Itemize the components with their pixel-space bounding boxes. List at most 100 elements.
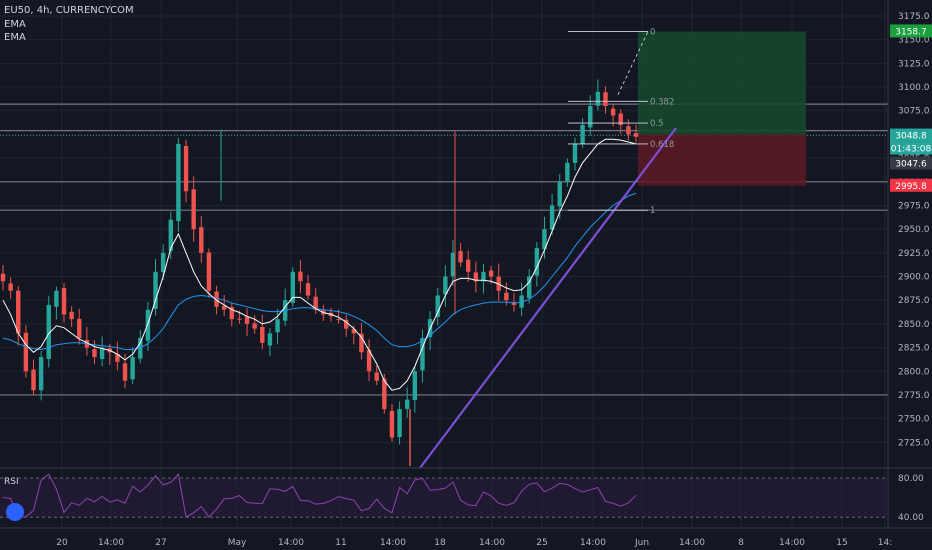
candle-body [359, 333, 364, 353]
time-axis: 20 14:00 27 May 14:00 11 14:00 18 14:00 25 14:00 Ju… [0, 527, 932, 548]
price-tags: 3158.7 3048.8 01:43:08 3047.6 2995.8 [890, 24, 932, 192]
candle-body [534, 248, 540, 276]
candle-body [206, 252, 212, 291]
stop-price-tag: 2995.8 [895, 182, 927, 192]
candle-body [572, 143, 578, 163]
price-tick-label: 2750.0 [898, 415, 930, 425]
price-tick-label: 2875.0 [898, 296, 930, 306]
ema-lines [2, 138, 637, 391]
time-tick-label: 18 [434, 538, 446, 548]
candle-body [31, 369, 36, 391]
target-price-tag-bg [890, 24, 932, 38]
candle-body [191, 189, 196, 230]
profit-zone [638, 31, 806, 135]
rsi-panel: 80.00 40.00 RSI [0, 467, 932, 523]
countdown-tag: 01:43:08 [891, 145, 932, 155]
time-tick-label: 14:00 [278, 538, 304, 548]
candle-body [122, 363, 128, 381]
time-tick-label: 14:00 [779, 538, 805, 548]
candle-body [46, 304, 51, 359]
candle-body [267, 333, 273, 346]
candle-body [565, 162, 570, 182]
time-tick-label: 14:00 [479, 538, 505, 548]
candle-body [16, 290, 21, 334]
rsi-tick-label: 40.00 [898, 513, 924, 523]
candle-body [23, 332, 29, 372]
candle-body [99, 347, 105, 360]
fib-level-label: 1 [650, 206, 655, 216]
candle-body [160, 252, 166, 273]
time-tick-label: 11 [335, 538, 346, 548]
tradingview-logo-icon[interactable] [6, 503, 24, 521]
ema-legend-1[interactable]: EMA [4, 19, 26, 30]
countdown-tag-bg [890, 141, 932, 155]
candle-body [168, 219, 173, 251]
candle-body [343, 319, 349, 329]
symbol-title: EU50, 4h, CURRENCYCOM [4, 5, 134, 16]
candle-body [481, 271, 486, 282]
time-tick-label: 14:00 [380, 538, 406, 548]
fib-level-label: 0.618 [650, 140, 674, 150]
candle-body [366, 349, 372, 372]
prev-price-tag-bg [890, 156, 932, 170]
candle-body [115, 353, 120, 362]
rsi-band [0, 478, 888, 518]
candle-body [603, 92, 608, 106]
time-tick-label: 27 [155, 538, 166, 548]
candle-body [626, 126, 631, 135]
candle-body [199, 227, 204, 253]
prev-price-tag: 3047.6 [895, 160, 927, 170]
candle-body [450, 252, 456, 277]
candle-body [580, 124, 585, 144]
candle-body [237, 318, 242, 320]
price-tick-label: 3150.0 [898, 36, 930, 46]
time-tick-label: May [228, 538, 247, 548]
candle-body [130, 357, 135, 380]
price-tick-label: 2850.0 [898, 320, 930, 330]
price-tick-label: 2975.0 [898, 201, 930, 211]
candle-body [542, 229, 547, 250]
candle-body [61, 288, 67, 315]
candle-body [8, 283, 13, 291]
candle-body [275, 319, 280, 333]
candle-body [473, 272, 479, 282]
candle-body [290, 271, 296, 303]
price-tick-label: 2950.0 [898, 225, 930, 235]
price-tick-label: 3175.0 [898, 12, 930, 22]
ema-legend-2[interactable]: EMA [4, 32, 26, 43]
candle-body [504, 292, 509, 301]
candle-body [595, 91, 601, 106]
time-tick-label: 25 [536, 538, 547, 548]
fibonacci-tool: 0 0.382 0.5 0.618 1 [568, 27, 674, 216]
ema-slow-line [2, 192, 637, 351]
candle-body [221, 305, 227, 310]
candle-body [153, 271, 158, 309]
rsi-tick-label: 80.00 [898, 474, 924, 484]
price-tick-label: 2925.0 [898, 249, 930, 259]
candle-body [549, 205, 555, 230]
fib-level-label: 0.5 [650, 119, 664, 129]
trendline [419, 127, 677, 469]
last-price-tag-bg [890, 128, 932, 142]
candle-body [214, 291, 219, 307]
position-zones [638, 31, 806, 186]
fib-level-label: 0 [650, 27, 655, 37]
candle-body [389, 410, 395, 438]
candles [0, 79, 639, 466]
price-tick-label: 2900.0 [898, 273, 930, 283]
candle-body [382, 378, 387, 410]
candle-body [374, 372, 379, 381]
time-tick-label: 14:00 [580, 538, 606, 548]
fib-level-label: 0.382 [650, 97, 674, 107]
candle-body [252, 323, 257, 329]
candle-body [69, 311, 74, 320]
price-tick-label: 2800.0 [898, 367, 930, 377]
candle-body [488, 270, 494, 277]
price-axis: 3175.03150.03125.03100.03075.03050.03025… [887, 0, 930, 528]
candle-body [244, 316, 250, 324]
candle-body [176, 143, 181, 222]
grid [0, 0, 888, 528]
candle-body [458, 250, 463, 263]
target-price-tag: 3158.7 [895, 27, 927, 37]
